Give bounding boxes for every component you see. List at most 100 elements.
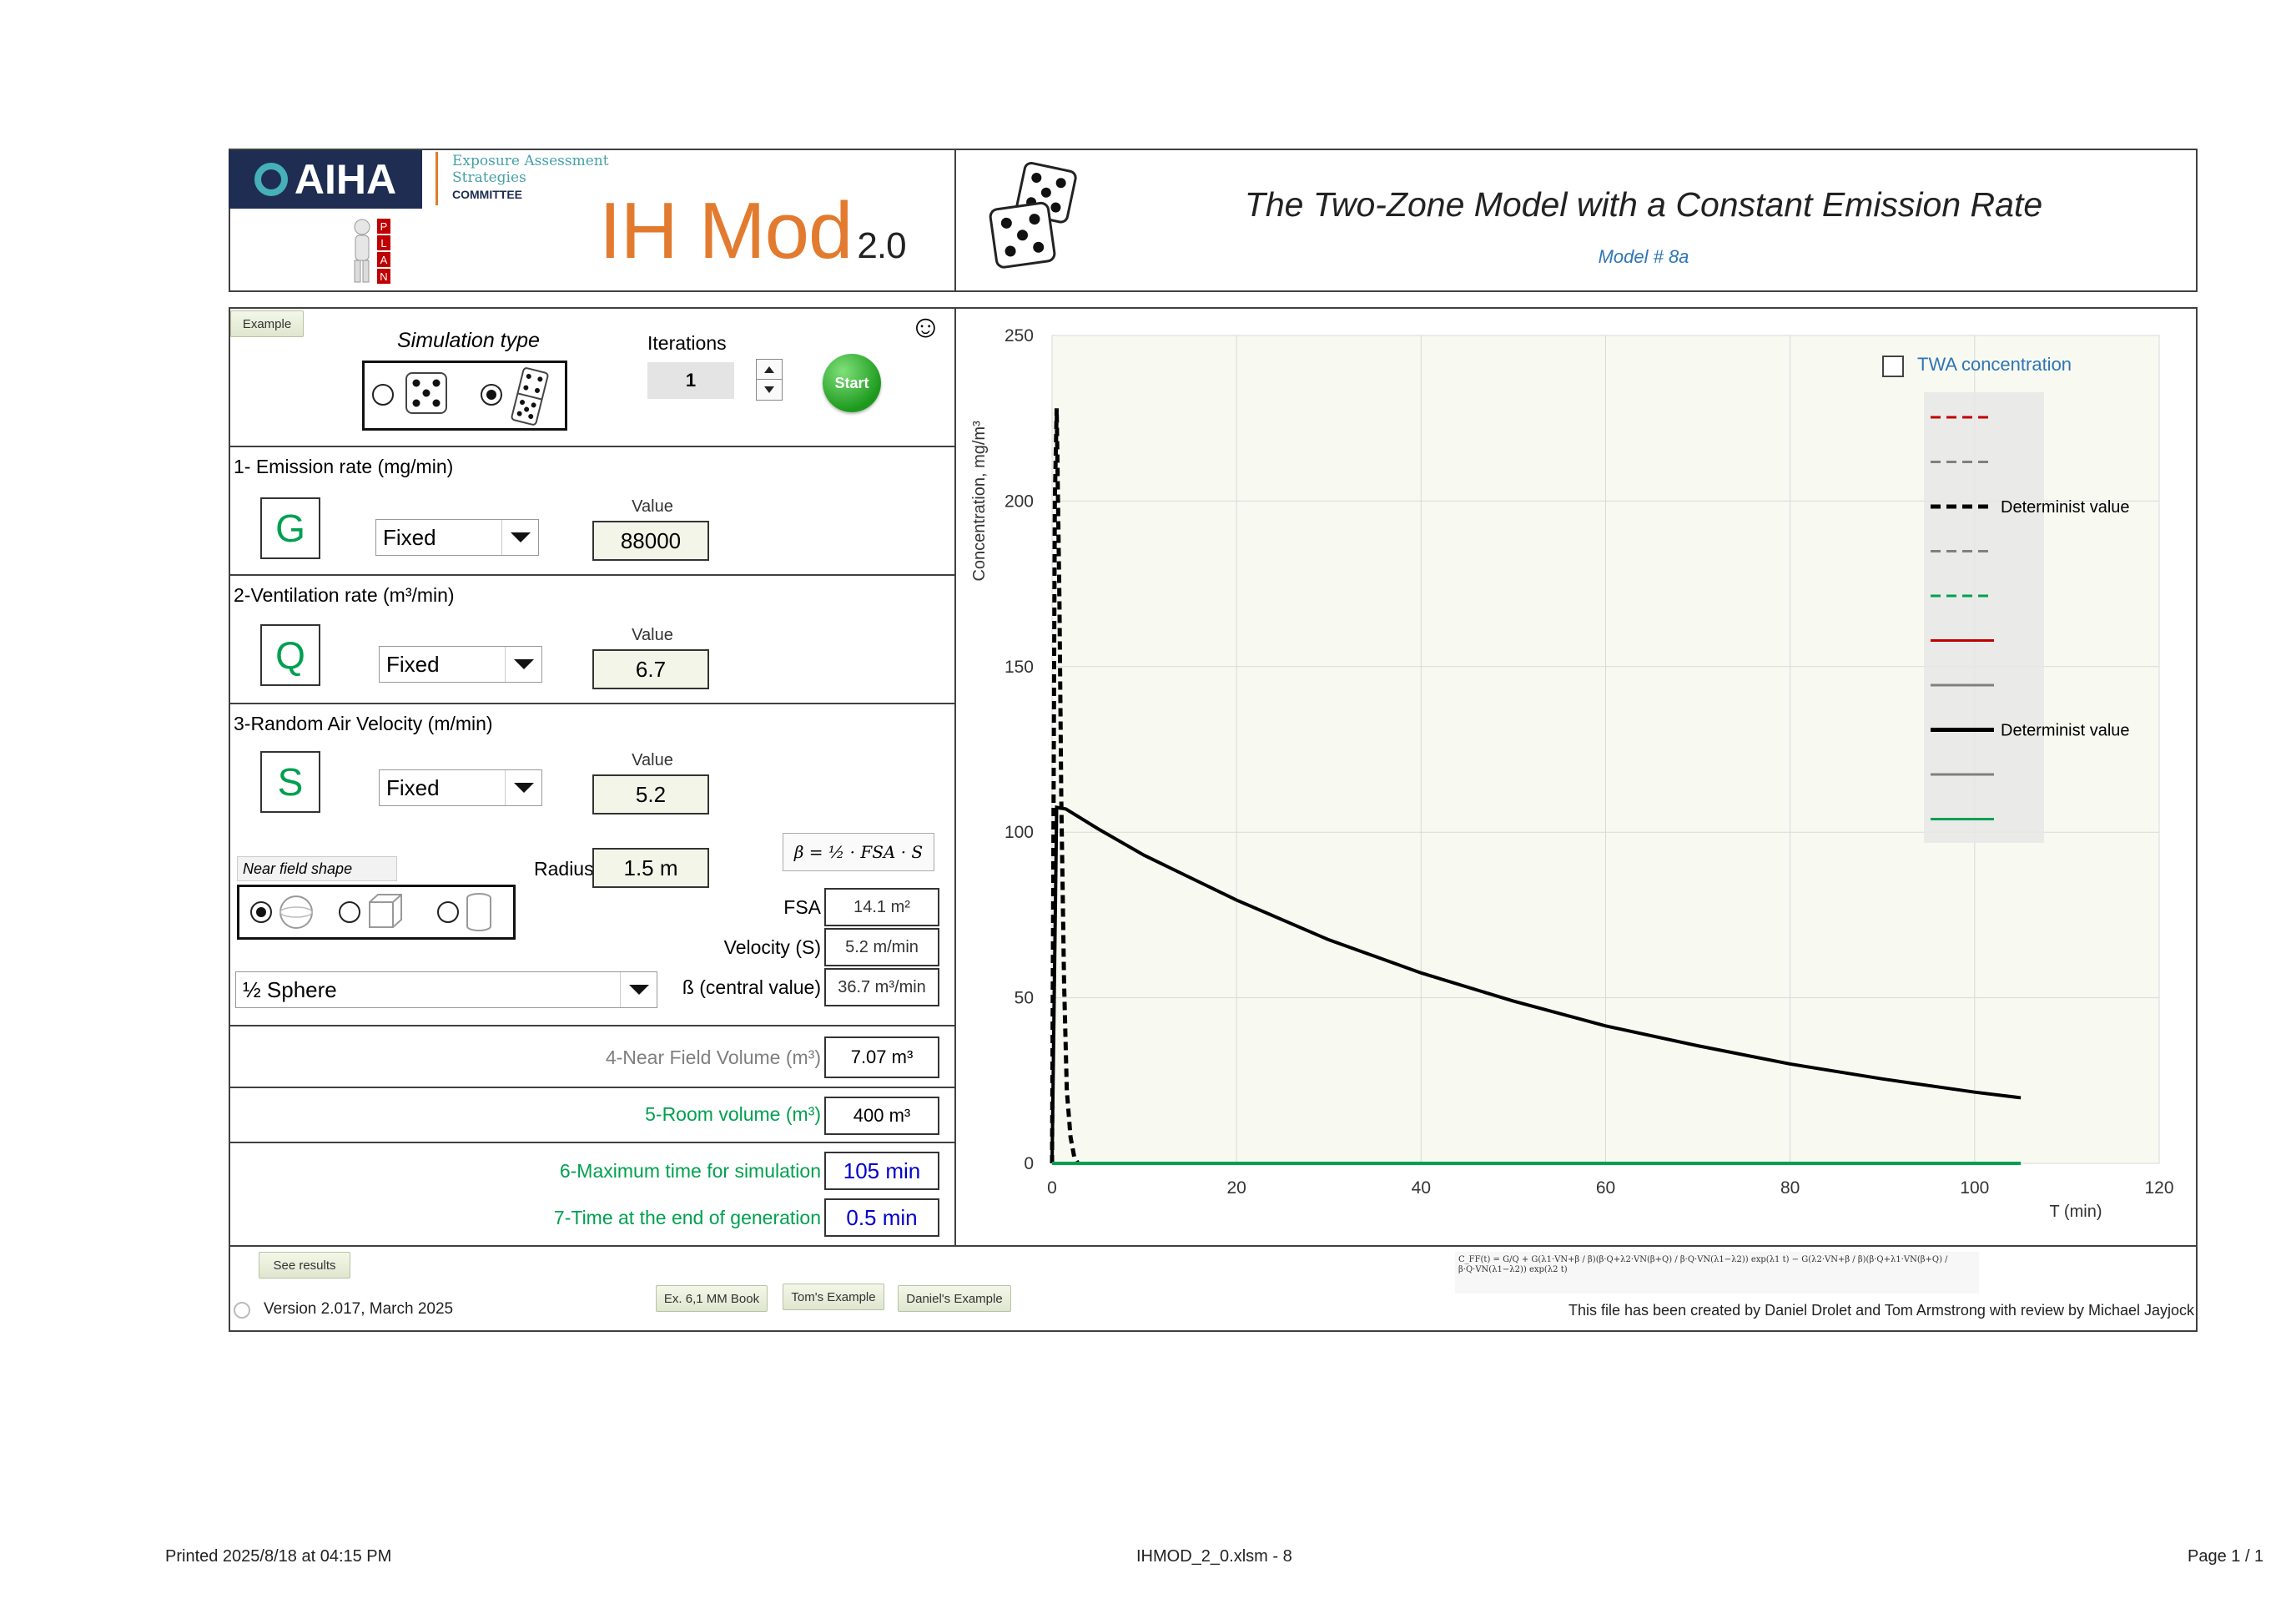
version-icon bbox=[234, 1302, 250, 1319]
air-velocity-letter: S bbox=[260, 751, 320, 813]
iterations-spinner[interactable] bbox=[756, 359, 783, 401]
chevron-down-icon[interactable] bbox=[620, 972, 657, 1007]
iterations-input[interactable]: 1 bbox=[647, 362, 734, 399]
emission-distribution-select[interactable]: Fixed bbox=[375, 519, 539, 556]
app-name: IH Mod 2.0 bbox=[599, 185, 907, 277]
air-velocity-distribution-value: Fixed bbox=[386, 774, 440, 800]
fsa-value: 14.1 m² bbox=[824, 888, 939, 926]
legend-box bbox=[1924, 392, 2044, 843]
nf-volume-label: 4-Near Field Volume (m³) bbox=[605, 1047, 821, 1068]
plan-letter-n: N bbox=[380, 270, 387, 283]
shape-select-value: ½ Sphere bbox=[243, 976, 337, 1002]
beta-value: 36.7 m³/min bbox=[824, 968, 939, 1006]
shape-select[interactable]: ½ Sphere bbox=[235, 971, 657, 1008]
section-line-4 bbox=[229, 1025, 956, 1026]
aiha-logo-text: AIHA bbox=[294, 156, 397, 203]
page-title: The Two-Zone Model with a Constant Emiss… bbox=[1244, 185, 2043, 224]
example-button[interactable]: Example bbox=[230, 310, 304, 337]
model-formula: C_FF(t) = G/Q + G(λ1·VN+β / β)(β·Q+λ2·VN… bbox=[1455, 1252, 1979, 1294]
see-results-button[interactable]: See results bbox=[259, 1252, 350, 1279]
velocity-label: Velocity (S) bbox=[723, 936, 821, 958]
ex-book-button[interactable]: Ex. 6,1 MM Book bbox=[656, 1285, 768, 1312]
plan-letter-a: A bbox=[380, 254, 388, 266]
app-version: 2.0 bbox=[857, 225, 906, 266]
radius-label: Radius bbox=[534, 858, 594, 880]
ventilation-value-input[interactable]: 6.7 bbox=[592, 649, 709, 689]
y-tick-label: 0 bbox=[1024, 1154, 1034, 1173]
simulation-type-group bbox=[362, 361, 567, 431]
x-axis-title: T (min) bbox=[2050, 1203, 2102, 1221]
random-simulation-radio[interactable] bbox=[372, 384, 394, 406]
chevron-down-icon[interactable] bbox=[505, 770, 541, 805]
ventilation-distribution-select[interactable]: Fixed bbox=[379, 646, 542, 683]
eas-line-3: COMMITTEE bbox=[452, 188, 522, 201]
room-volume-label: 5-Room volume (m³) bbox=[645, 1103, 821, 1125]
spin-down-icon[interactable] bbox=[757, 380, 782, 400]
y-tick-label: 50 bbox=[1015, 989, 1034, 1008]
sphere-icon bbox=[279, 895, 313, 929]
x-tick-label: 60 bbox=[1596, 1178, 1615, 1198]
iterations-label: Iterations bbox=[647, 332, 727, 354]
radius-input[interactable]: 1.5 m bbox=[592, 848, 709, 888]
series-line bbox=[1050, 408, 1080, 1165]
section-line-2 bbox=[229, 574, 956, 576]
emission-distribution-value: Fixed bbox=[383, 524, 436, 550]
simulation-type-label: Simulation type bbox=[397, 329, 540, 352]
legend-label: Determinist value bbox=[2001, 498, 2130, 517]
logo-separator bbox=[436, 152, 438, 205]
air-velocity-value-input[interactable]: 5.2 bbox=[592, 774, 709, 815]
sphere-shape-radio[interactable] bbox=[250, 901, 272, 923]
eas-line-1: Exposure Assessment bbox=[452, 153, 609, 169]
header-frame bbox=[229, 149, 2198, 292]
emission-value-input[interactable]: 88000 bbox=[592, 521, 709, 561]
cube-icon bbox=[369, 894, 402, 928]
start-button[interactable]: Start bbox=[823, 354, 881, 412]
x-tick-label: 100 bbox=[1960, 1178, 1989, 1198]
twa-checkbox[interactable] bbox=[1882, 356, 1904, 377]
legend-label: Determinist value bbox=[2001, 722, 2130, 740]
header-divider bbox=[954, 149, 956, 292]
beta-formula: β = ½ · FSA · S bbox=[783, 833, 934, 871]
footer-divider bbox=[229, 1245, 2198, 1247]
generation-time-input[interactable]: 0.5 min bbox=[824, 1198, 939, 1237]
section-line-5 bbox=[229, 1087, 956, 1088]
max-time-label: 6-Maximum time for simulation bbox=[559, 1160, 821, 1182]
toms-example-button[interactable]: Tom's Example bbox=[783, 1284, 884, 1310]
concentration-chart: 0 20 40 60 80 100 120 0 50 100 150 200 250 T (min) Con… bbox=[970, 326, 2174, 1221]
air-velocity-distribution-select[interactable]: Fixed bbox=[379, 769, 542, 806]
smiley-icon[interactable]: ☺ bbox=[909, 310, 942, 345]
max-time-input[interactable]: 105 min bbox=[824, 1152, 939, 1190]
ventilation-value-caption: Value bbox=[632, 626, 673, 644]
near-field-shape-group bbox=[237, 885, 516, 940]
eas-line-2: Strategies bbox=[452, 169, 526, 186]
air-velocity-title: 3-Random Air Velocity (m/min) bbox=[234, 713, 493, 734]
aiha-ring-icon bbox=[254, 163, 288, 196]
emission-letter: G bbox=[260, 497, 320, 559]
spin-up-icon[interactable] bbox=[757, 360, 782, 380]
x-tick-label: 120 bbox=[2144, 1178, 2173, 1198]
daniels-example-button[interactable]: Daniel's Example bbox=[898, 1285, 1011, 1312]
y-tick-label: 250 bbox=[1004, 326, 1034, 345]
velocity-value: 5.2 m/min bbox=[824, 928, 939, 966]
x-tick-label: 0 bbox=[1047, 1178, 1057, 1198]
air-velocity-value-caption: Value bbox=[632, 751, 673, 769]
cube-shape-radio[interactable] bbox=[339, 901, 360, 923]
chevron-down-icon[interactable] bbox=[505, 647, 541, 682]
x-tick-label: 80 bbox=[1780, 1178, 1800, 1198]
plan-figure-icon: P L A N bbox=[354, 219, 390, 284]
series-line bbox=[1050, 805, 2022, 1164]
cylinder-shape-radio[interactable] bbox=[437, 901, 459, 923]
near-field-shape-label: Near field shape bbox=[237, 856, 397, 881]
twa-label[interactable]: TWA concentration bbox=[1917, 354, 2072, 375]
section-line-1 bbox=[229, 446, 956, 447]
page-number: Page 1 / 1 bbox=[2188, 1547, 2264, 1566]
room-volume-input[interactable]: 400 m³ bbox=[824, 1097, 939, 1135]
eas-committee-text: Exposure Assessment Strategies COMMITTEE bbox=[452, 153, 609, 203]
y-tick-label: 150 bbox=[1004, 658, 1034, 677]
determinist-simulation-radio[interactable] bbox=[481, 384, 502, 406]
version-text: Version 2.017, March 2025 bbox=[264, 1300, 454, 1318]
main-divider bbox=[954, 307, 956, 1245]
chevron-down-icon[interactable] bbox=[501, 520, 538, 555]
domino-icon bbox=[511, 367, 549, 426]
y-axis-title: Concentration, mg/m³ bbox=[970, 421, 989, 582]
